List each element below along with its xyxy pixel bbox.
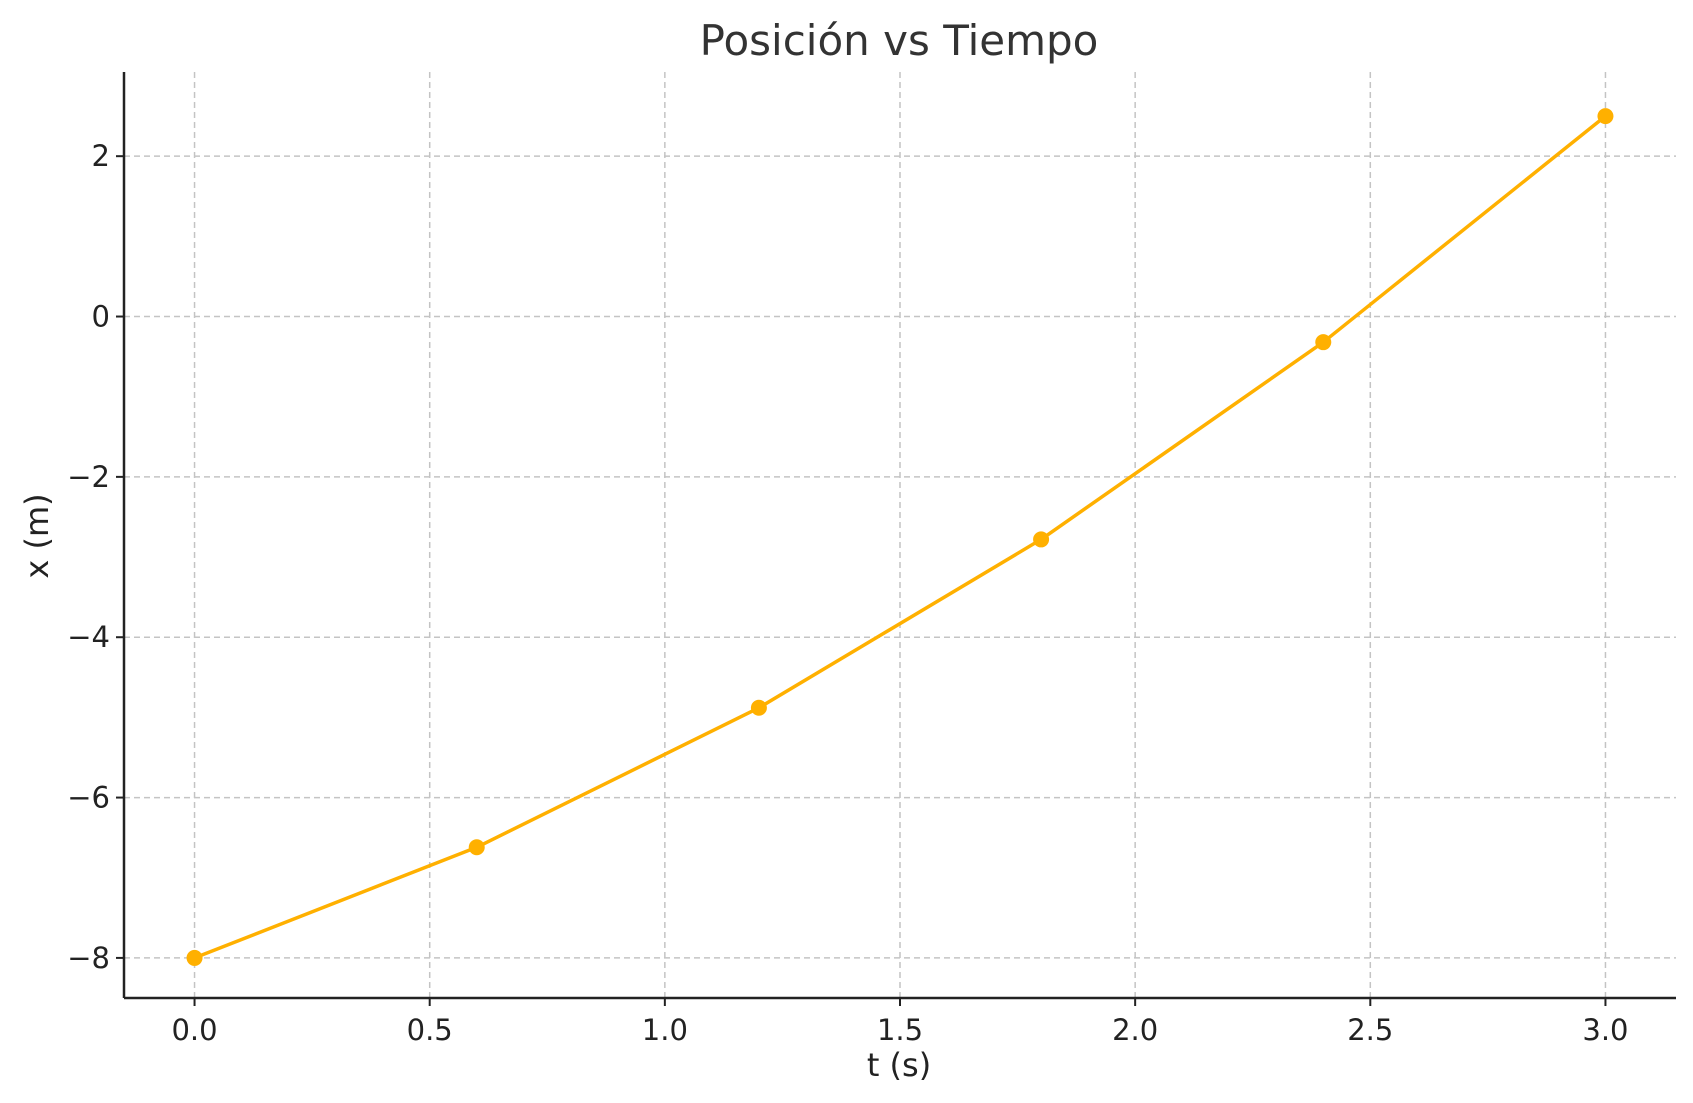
data-point-4 <box>1315 334 1332 351</box>
x-tick-label-4: 2.0 <box>1112 1013 1158 1047</box>
y-tick-label-5: 2 <box>92 139 110 173</box>
ticks: 0.0 0.5 1.0 1.5 2.0 2.5 3.0 −8 −6 −4 −2 0 2 <box>67 139 1628 1047</box>
x-tick-label-0: 0.0 <box>171 1013 217 1047</box>
series-group <box>186 108 1614 966</box>
data-point-1 <box>468 839 485 856</box>
data-point-2 <box>750 699 767 716</box>
y-tick-label-4: 0 <box>92 300 110 334</box>
y-tick-label-0: −8 <box>67 941 110 975</box>
x-tick-label-1: 0.5 <box>407 1013 453 1047</box>
x-axis-label: t (s) <box>867 1046 931 1084</box>
x-tick-label-5: 2.5 <box>1347 1013 1393 1047</box>
x-tick-label-2: 1.0 <box>642 1013 688 1047</box>
series-line-0 <box>193 114 1607 960</box>
data-point-3 <box>1033 531 1050 548</box>
y-tick-label-3: −2 <box>67 460 110 494</box>
chart-title: Posición vs Tiempo <box>700 16 1099 65</box>
grid <box>124 72 1676 998</box>
x-tick-label-6: 3.0 <box>1582 1013 1628 1047</box>
x-tick-label-3: 1.5 <box>877 1013 923 1047</box>
data-point-0 <box>186 949 203 966</box>
data-point-5 <box>1597 108 1614 125</box>
y-tick-label-2: −4 <box>67 620 110 654</box>
y-tick-label-1: −6 <box>67 781 110 815</box>
y-axis-label: x (m) <box>18 493 56 578</box>
